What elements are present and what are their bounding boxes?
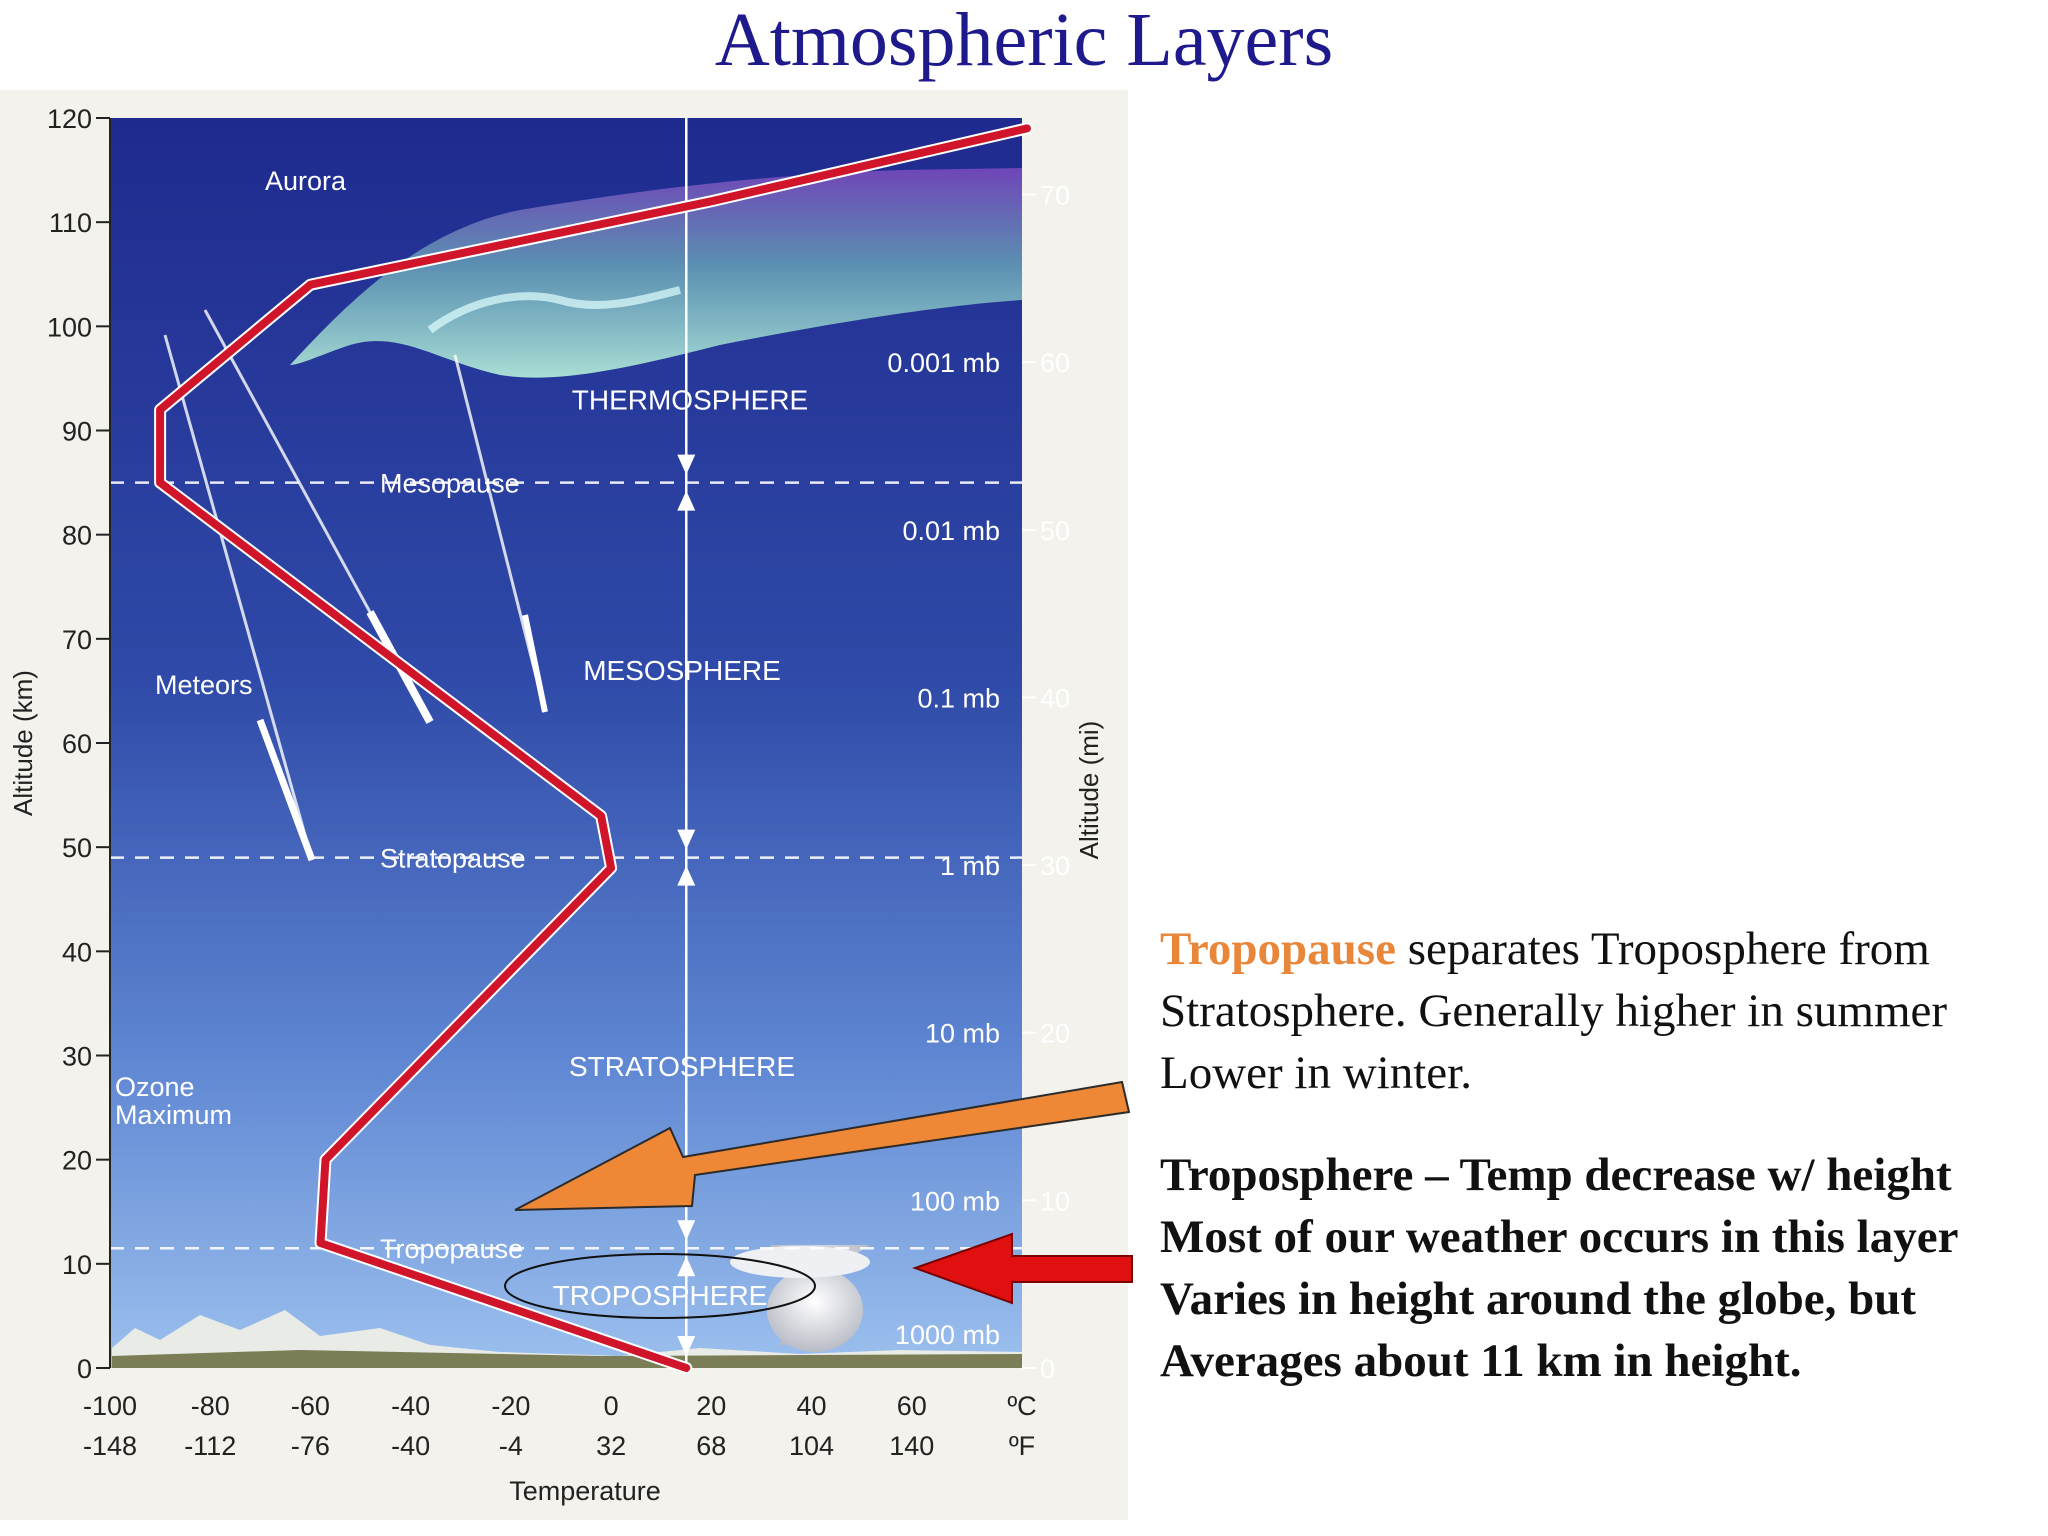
altitude-km-label: Altitude (km)	[8, 670, 38, 816]
fahrenheit-tick-label: -40	[391, 1431, 430, 1461]
celsius-unit-label: ºC	[1007, 1391, 1036, 1421]
left-altitude-axis: 0 10 20 30 40 50 60 70 80 90 100 110 120 Altitude (km…	[8, 104, 111, 1384]
troposphere-info-line: Varies in height around the globe, but	[1160, 1273, 1917, 1325]
fahrenheit-tick-label: -112	[184, 1431, 236, 1461]
fahrenheit-tick-label: -148	[83, 1431, 137, 1461]
km-tick-label: 120	[47, 104, 92, 134]
celsius-tick-label: -100	[83, 1391, 137, 1421]
mi-tick-label: 50	[1040, 516, 1070, 546]
pressure-labels: 0.001 mb 0.01 mb 0.1 mb 1 mb 10 mb 100 mb 1000…	[887, 348, 1000, 1350]
fahrenheit-unit-label: ºF	[1009, 1431, 1035, 1461]
pressure-label: 0.001 mb	[887, 348, 1000, 378]
temperature-axis-label: Temperature	[509, 1476, 661, 1506]
mi-tick-label: 10	[1040, 1186, 1070, 1216]
fahrenheit-tick-label: 104	[789, 1431, 834, 1461]
mi-tick-label: 30	[1040, 851, 1070, 881]
slide-title: Atmospheric Layers	[714, 0, 1334, 82]
fahrenheit-tick-label: -4	[499, 1431, 523, 1461]
boundary-lines	[110, 481, 1022, 1250]
km-tick-label: 50	[62, 833, 92, 863]
layer-label: THERMOSPHERE	[572, 384, 808, 415]
celsius-tick-label: 40	[797, 1391, 827, 1421]
tropopause-highlight: Tropopause	[1160, 923, 1396, 975]
boundary-label: Stratopause	[380, 844, 526, 874]
mi-tick-label: 0	[1040, 1354, 1055, 1384]
km-tick-label: 0	[77, 1354, 92, 1384]
arrow-down-icon	[677, 1220, 696, 1241]
km-tick-label: 30	[62, 1042, 92, 1072]
celsius-tick-label: -60	[291, 1391, 330, 1421]
profile-line	[156, 124, 1031, 1372]
mi-tick-label: 40	[1040, 683, 1070, 713]
celsius-tick-label: -40	[391, 1391, 430, 1421]
mi-tick-label: 60	[1040, 348, 1070, 378]
km-tick-label: 70	[62, 625, 92, 655]
celsius-tick-label: -80	[191, 1391, 230, 1421]
troposphere-info-line: Troposphere – Temp decrease w/ height	[1160, 1149, 1952, 1201]
troposphere-highlight-ellipse	[504, 1253, 816, 1319]
fahrenheit-tick-label: 140	[889, 1431, 934, 1461]
boundary-label: Tropopause	[380, 1234, 523, 1264]
arrow-up-icon	[677, 490, 696, 511]
ground-terrain	[112, 1310, 1022, 1368]
layer-label: TROPOSPHERE	[553, 1280, 768, 1311]
pressure-label: 1000 mb	[895, 1320, 1000, 1350]
troposphere-info-line: Most of our weather occurs in this layer	[1160, 1211, 1959, 1263]
arrow-up-icon	[677, 1256, 696, 1277]
right-altitude-axis: 0 10 20 30 40 50 60 70 Altitude (mi)	[1022, 181, 1104, 1384]
km-tick-label: 110	[49, 208, 92, 238]
layer-label: STRATOSPHERE	[569, 1051, 795, 1082]
altitude-mi-label: Altitude (mi)	[1074, 721, 1104, 860]
pressure-label: 1 mb	[940, 851, 1000, 881]
layer-labels: THERMOSPHERE MESOSPHERE STRATOSPHERE TROPOS…	[553, 384, 809, 1311]
aurora-curtain	[290, 168, 1022, 378]
layer-label: MESOSPHERE	[583, 655, 781, 686]
mi-tick-label: 20	[1040, 1019, 1070, 1049]
celsius-tick-label: -20	[491, 1391, 530, 1421]
km-tick-label: 90	[62, 417, 92, 447]
meteors-label: Meteors	[155, 670, 253, 700]
km-tick-label: 10	[62, 1250, 92, 1280]
pressure-label: 10 mb	[925, 1019, 1000, 1049]
arrow-down-icon	[677, 829, 696, 850]
km-tick-label: 40	[62, 937, 92, 967]
troposphere-info-line: Averages about 11 km in height.	[1160, 1335, 1802, 1387]
pressure-label: 100 mb	[910, 1186, 1000, 1216]
km-tick-label: 100	[47, 312, 92, 342]
orange-arrow	[514, 1080, 1131, 1211]
aurora-label: Aurora	[265, 166, 347, 196]
boundary-labels: Mesopause Stratopause Tropopause	[380, 469, 526, 1265]
fahrenheit-tick-label: 32	[596, 1431, 626, 1461]
ozone-label: Ozone	[115, 1072, 195, 1102]
fahrenheit-tick-label: 68	[696, 1431, 726, 1461]
arrow-down-icon	[677, 1336, 696, 1356]
tropopause-info: Tropopause separates Troposphere from St…	[1160, 918, 2040, 1104]
ozone-maximum-label: Maximum	[115, 1100, 232, 1130]
pressure-label: 0.01 mb	[902, 516, 1000, 546]
celsius-tick-label: 20	[696, 1391, 726, 1421]
troposphere-info: Troposphere – Temp decrease w/ height Mo…	[1160, 1144, 2040, 1392]
boundary-label: Mesopause	[380, 469, 520, 499]
celsius-tick-label: 60	[897, 1391, 927, 1421]
km-tick-label: 60	[62, 729, 92, 759]
red-arrow	[912, 1232, 1133, 1305]
fahrenheit-tick-label: -76	[291, 1431, 330, 1461]
temperature-axis: -100-148-80-112-60-76-40-40-20-403220684…	[83, 1391, 1037, 1506]
celsius-tick-label: 0	[604, 1391, 619, 1421]
km-tick-label: 80	[62, 521, 92, 551]
tropopause-info-text: separates Troposphere from Stratosphere.…	[1160, 923, 1948, 1099]
arrow-down-icon	[677, 454, 696, 475]
temperature-profile	[154, 122, 1033, 1374]
pressure-label: 0.1 mb	[917, 683, 1000, 713]
mi-tick-label: 70	[1040, 181, 1070, 211]
arrow-up-icon	[677, 865, 696, 886]
km-tick-label: 20	[62, 1146, 92, 1176]
